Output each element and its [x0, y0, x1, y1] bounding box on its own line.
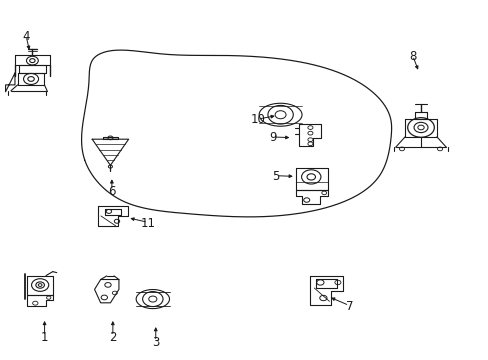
Text: 5: 5: [272, 170, 279, 183]
Text: 3: 3: [152, 336, 159, 348]
Text: 1: 1: [41, 330, 48, 343]
Text: 6: 6: [108, 185, 115, 198]
Text: 9: 9: [268, 131, 276, 144]
Text: 4: 4: [22, 30, 30, 43]
Text: 8: 8: [408, 50, 416, 63]
Text: 7: 7: [345, 300, 352, 313]
Text: 11: 11: [140, 216, 155, 230]
Text: 2: 2: [109, 330, 116, 343]
Text: 10: 10: [250, 113, 265, 126]
